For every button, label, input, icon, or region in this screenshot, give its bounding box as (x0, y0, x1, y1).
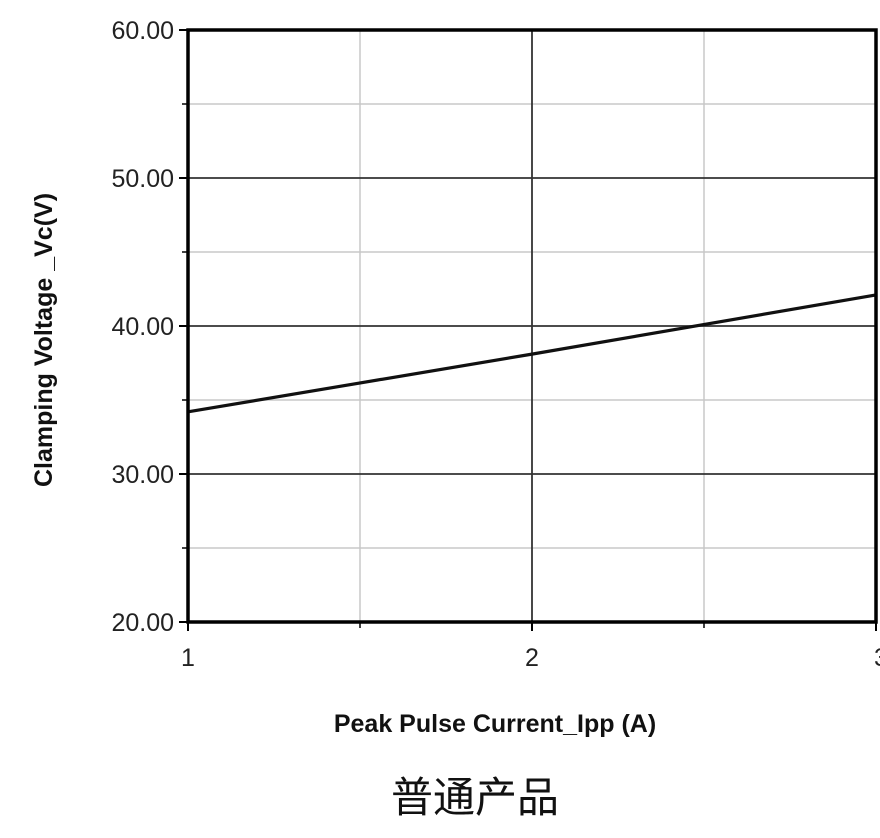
y-tick-label: 60.00 (111, 17, 174, 45)
series-line-0 (187, 293, 877, 414)
y-tick-label: 50.00 (111, 165, 174, 193)
axis-ticks (179, 29, 877, 631)
y-tick-label: 20.00 (111, 609, 174, 637)
tick-labels: 20.00 30.00 40.00 50.00 60.00 1 2 3 (111, 17, 880, 672)
y-axis-title: Clamping Voltage _Vc(V) (30, 193, 58, 487)
series-layer (187, 293, 877, 414)
x-axis-title: Peak Pulse Current_Ipp (A) (334, 710, 656, 738)
x-tick-label: 3 (874, 644, 880, 672)
y-tick-label: 40.00 (111, 313, 174, 341)
x-tick-label: 2 (525, 644, 539, 672)
y-tick-label: 30.00 (111, 461, 174, 489)
chart-caption: 普通产品 (391, 773, 559, 822)
x-tick-label: 1 (181, 644, 195, 672)
major-gridlines (188, 30, 876, 622)
